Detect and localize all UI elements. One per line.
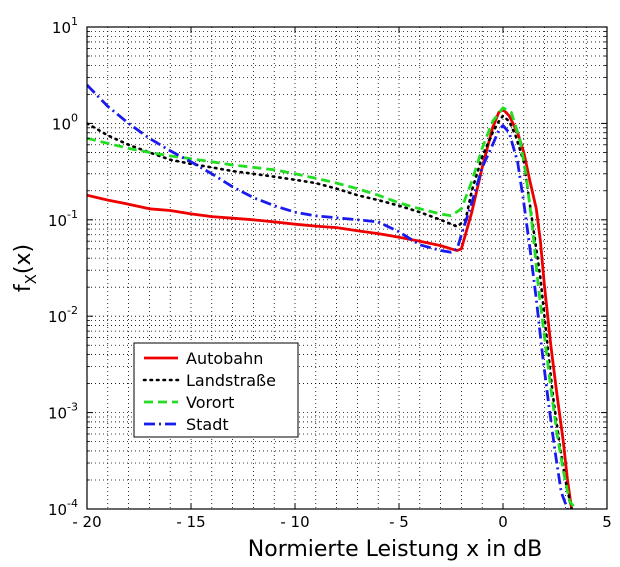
legend-label: Stadt [186, 415, 229, 434]
x-tick-label: - 10 [280, 513, 309, 531]
series-line-stadt [87, 84, 569, 509]
x-axis-ticks: - 20 - 15 - 10 - 5 0 5 [72, 27, 612, 531]
y-tick-label: 10-2 [48, 304, 78, 326]
plot-area-frame [86, 26, 608, 510]
x-tick-label: - 5 [389, 513, 409, 531]
y-axis-label: fX(x) [11, 244, 40, 292]
legend: Autobahn Landstraße Vorort Stadt [133, 342, 299, 438]
y-tick-label: 100 [52, 111, 78, 133]
x-tick-label: 5 [602, 513, 612, 531]
y-tick-label: 10-3 [48, 401, 78, 423]
series-line-landstra-e [87, 114, 573, 509]
svg-text:fX(x): fX(x) [11, 244, 40, 292]
y-axis-label-sub: X [22, 274, 40, 284]
legend-label: Landstraße [186, 371, 276, 390]
y-axis-label-main: f [11, 283, 36, 292]
y-tick-label: 10-4 [48, 497, 78, 519]
y-axis-ticks: 101 100 10-1 10-2 10-3 10-4 [48, 15, 607, 519]
y-axis-label-tail: (x) [11, 244, 36, 274]
x-tick-label: - 15 [176, 513, 205, 531]
y-tick-label: 101 [52, 15, 78, 37]
series-line-vorort [87, 106, 577, 509]
series-group [87, 84, 577, 509]
legend-label: Vorort [186, 393, 234, 412]
series-line-autobahn [87, 107, 573, 509]
x-tick-label: - 20 [72, 513, 101, 531]
y-tick-label: 10-1 [48, 208, 78, 230]
grid [87, 27, 607, 509]
legend-label: Autobahn [186, 349, 263, 368]
x-axis-label: Normierte Leistung x in dB [248, 537, 542, 562]
x-tick-label: 0 [498, 513, 508, 531]
